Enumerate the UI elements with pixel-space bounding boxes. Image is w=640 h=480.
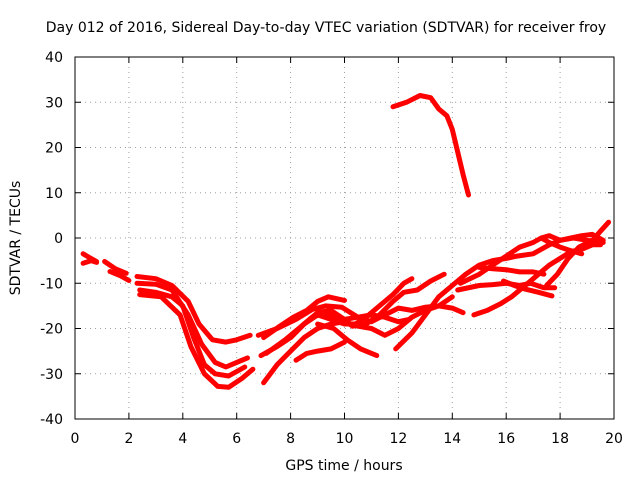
x-axis-label: GPS time / hours	[285, 458, 402, 474]
x-tick-label: 20	[605, 431, 623, 447]
series-line-arc-5	[134, 274, 253, 345]
series-line-arc-8	[137, 292, 256, 390]
x-tick-label: 0	[71, 431, 80, 447]
series-line-arc-2	[80, 258, 100, 266]
series-line-arc-6	[134, 280, 250, 370]
y-tick-label: -20	[40, 322, 63, 338]
series-line-arc-12	[261, 294, 455, 386]
series-line-arc-25	[390, 93, 471, 198]
axis-ticks: 0 2 4 6 8 10 12 14 16 18 20 -40 -30 -20 -10 0 10 20 30 40	[40, 50, 623, 447]
series-line-arc-3	[102, 259, 129, 276]
series-layer	[80, 93, 612, 390]
y-tick-label: 20	[45, 141, 63, 157]
y-tick-label: -30	[40, 367, 63, 383]
y-tick-label: 0	[54, 231, 63, 247]
x-tick-label: 14	[443, 431, 461, 447]
series-line-arc-15	[315, 321, 380, 359]
y-tick-label: 10	[45, 186, 63, 202]
x-tick-label: 18	[551, 431, 569, 447]
x-tick-label: 4	[178, 431, 187, 447]
y-tick-label: 30	[45, 95, 63, 111]
series-line-arc-4	[107, 269, 132, 283]
series-line-arc-13	[288, 276, 415, 341]
x-tick-label: 16	[497, 431, 515, 447]
x-tick-label: 2	[124, 431, 133, 447]
series-line-arc-21	[476, 264, 547, 277]
x-tick-label: 6	[232, 431, 241, 447]
x-tick-label: 12	[389, 431, 407, 447]
chart-title: Day 012 of 2016, Sidereal Day-to-day VTE…	[46, 20, 606, 36]
series-line-arc-14	[261, 294, 347, 341]
series-line-arc-24	[538, 235, 585, 257]
series-line-arc-16	[293, 339, 347, 363]
x-tick-label: 8	[286, 431, 295, 447]
series-line-arc-23	[544, 219, 612, 288]
grid-lines	[75, 57, 614, 419]
plot-frame	[74, 56, 615, 420]
y-tick-label: -40	[40, 412, 63, 428]
series-line-arc-7	[137, 287, 248, 379]
series-line-arc-22	[501, 278, 555, 299]
y-tick-label: 40	[45, 50, 63, 66]
y-axis-label: SDTVAR / TECUs	[8, 181, 24, 296]
y-tick-label: -10	[40, 276, 63, 292]
x-tick-label: 10	[336, 431, 354, 447]
series-line-arc-20	[471, 242, 603, 318]
